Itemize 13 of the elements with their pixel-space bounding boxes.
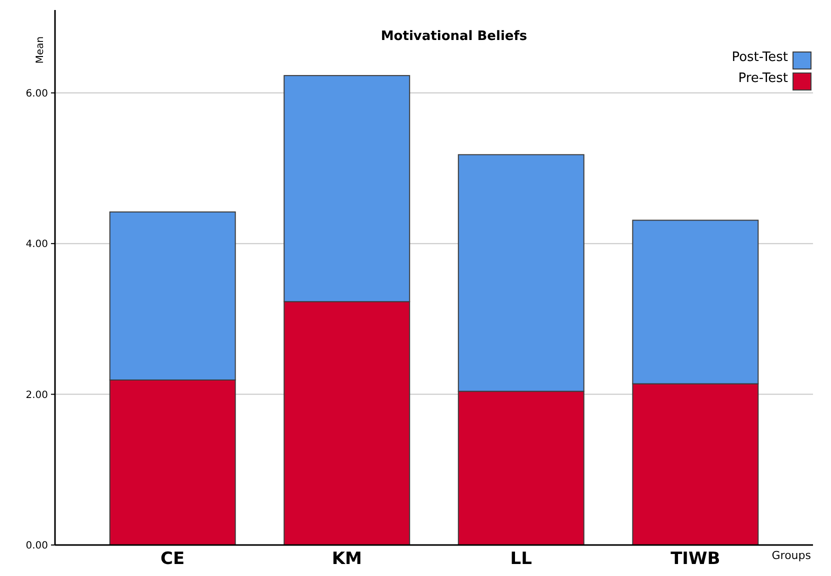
legend-label: Pre-Test: [738, 71, 788, 86]
x-tick-label: KM: [332, 549, 362, 569]
y-tick-label: 2.00: [26, 390, 48, 401]
x-tick-label: LL: [510, 549, 532, 569]
x-axis-title: Groups: [772, 549, 812, 562]
x-tick-label: TIWB: [670, 549, 720, 569]
x-tick-label: CE: [160, 549, 185, 569]
y-tick-label: 6.00: [26, 88, 48, 100]
y-tick-label: 4.00: [26, 239, 48, 250]
legend-label: Post-Test: [732, 50, 788, 65]
y-tick-label: 0.00: [26, 540, 48, 552]
text: Motivational Beliefs: [380, 29, 528, 44]
y-axis-title: Mean: [35, 36, 46, 64]
